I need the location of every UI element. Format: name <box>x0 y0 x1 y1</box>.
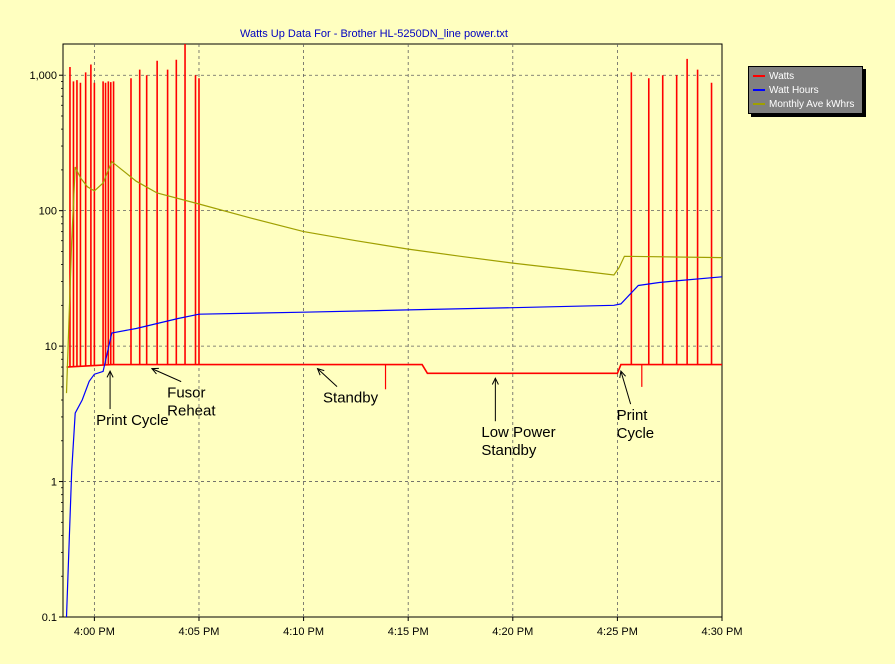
x-tick-label: 4:00 PM <box>74 626 115 638</box>
series-line-monthly-ave-kwhrs <box>65 160 722 394</box>
annotation-arrow <box>620 370 632 405</box>
x-tick-label: 4:05 PM <box>178 626 219 638</box>
annotation-arrowhead <box>316 367 325 376</box>
legend-swatch <box>753 75 765 77</box>
y-tick-label: 10 <box>45 341 57 353</box>
legend-item: Watts <box>749 69 862 83</box>
y-tick-label: 1,000 <box>29 70 57 82</box>
chart-title: Watts Up Data For - Brother HL-5250DN_li… <box>240 28 508 40</box>
watts-baseline-line <box>66 363 722 375</box>
legend-label: Watts <box>769 70 795 82</box>
plot-frame <box>62 43 723 618</box>
annotation: Low Power Standby <box>481 377 556 459</box>
plot-area <box>65 44 722 617</box>
annotation-label: Fusor Reheat <box>167 385 216 420</box>
annotation: Print Cycle <box>617 369 655 442</box>
annotation-label: Print Cycle <box>617 407 655 442</box>
x-tick-label: 4:30 PM <box>702 626 743 638</box>
annotation-arrow <box>151 368 182 383</box>
y-axis: 0.1 1 10 100 1,000 <box>29 70 63 624</box>
x-tick-label: 4:25 PM <box>597 626 638 638</box>
annotation-arrowhead <box>619 369 626 379</box>
annotation: Standby <box>316 367 379 407</box>
annotation-arrow <box>317 368 338 387</box>
legend-label: Watt Hours <box>769 84 819 96</box>
annotation: Print Cycle <box>96 369 169 429</box>
y-tick-label: 1 <box>51 477 57 489</box>
gridlines <box>63 44 722 617</box>
legend-swatch <box>753 103 765 105</box>
annotation-arrowhead <box>150 367 159 375</box>
y-tick-label: 0.1 <box>42 612 57 624</box>
legend: Watts Watt Hours Monthly Ave kWhrs <box>748 66 863 114</box>
x-tick-label: 4:10 PM <box>283 626 324 638</box>
legend-item: Monthly Ave kWhrs <box>749 97 862 111</box>
annotation-arrowhead <box>491 377 499 385</box>
series-line-watt-hours <box>65 276 722 617</box>
legend-swatch <box>753 89 765 91</box>
annotation-label: Standby <box>323 390 379 407</box>
legend-item: Watt Hours <box>749 83 862 97</box>
x-tick-label: 4:20 PM <box>492 626 533 638</box>
annotation: Fusor Reheat <box>150 367 216 420</box>
annotation-label: Print Cycle <box>96 412 169 429</box>
annotation-label: Low Power Standby <box>481 424 555 459</box>
legend-label: Monthly Ave kWhrs <box>769 98 855 110</box>
y-tick-label: 100 <box>39 206 57 218</box>
annotation-arrowhead <box>106 369 114 378</box>
x-tick-label: 4:15 PM <box>388 626 429 638</box>
x-axis: 4:00 PM 4:05 PM 4:10 PM 4:15 PM 4:20 PM 4:25 … <box>74 617 743 638</box>
